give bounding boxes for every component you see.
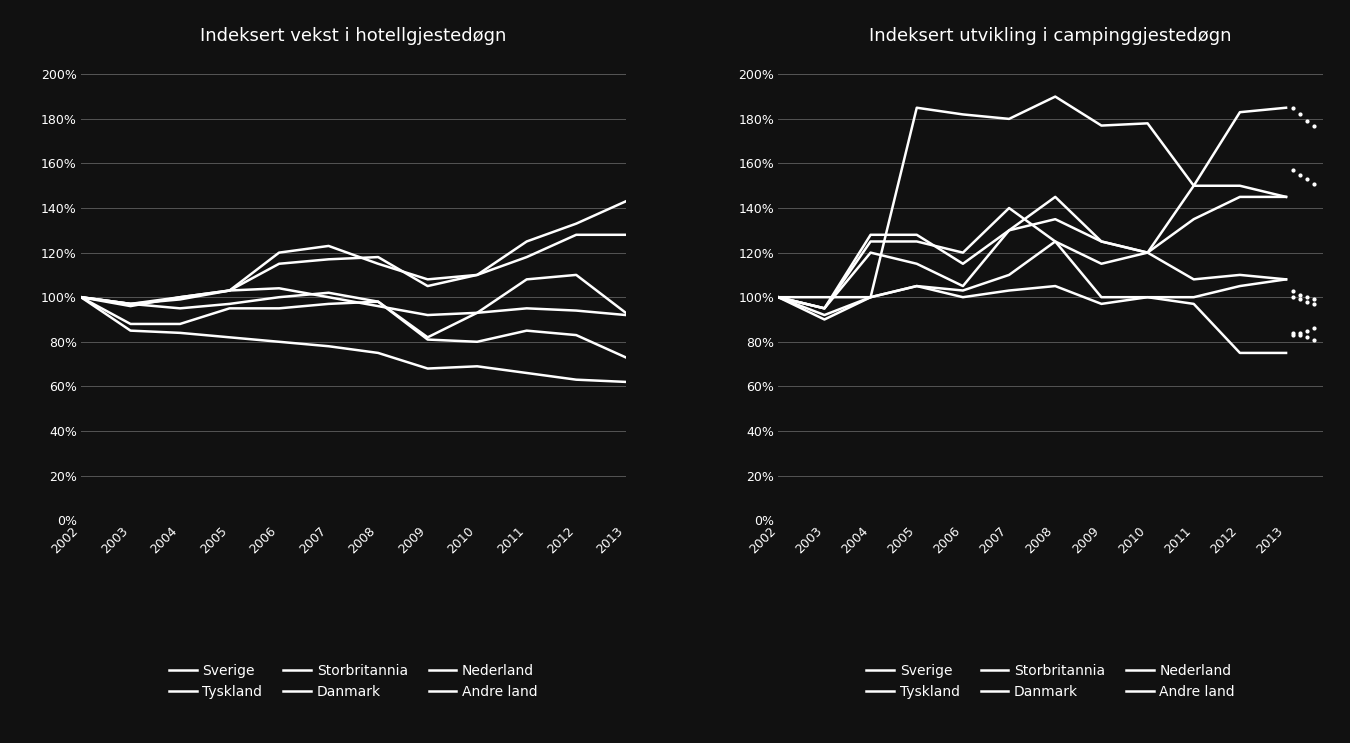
Legend: Sverige, Tyskland, Storbritannia, Danmark, Nederland, Andre land: Sverige, Tyskland, Storbritannia, Danmar… — [163, 658, 543, 704]
Title: Indeksert vekst i hotellgjestedøgn: Indeksert vekst i hotellgjestedøgn — [200, 27, 506, 45]
Title: Indeksert utvikling i campinggjestedøgn: Indeksert utvikling i campinggjestedøgn — [869, 27, 1233, 45]
Legend: Sverige, Tyskland, Storbritannia, Danmark, Nederland, Andre land: Sverige, Tyskland, Storbritannia, Danmar… — [861, 658, 1241, 704]
